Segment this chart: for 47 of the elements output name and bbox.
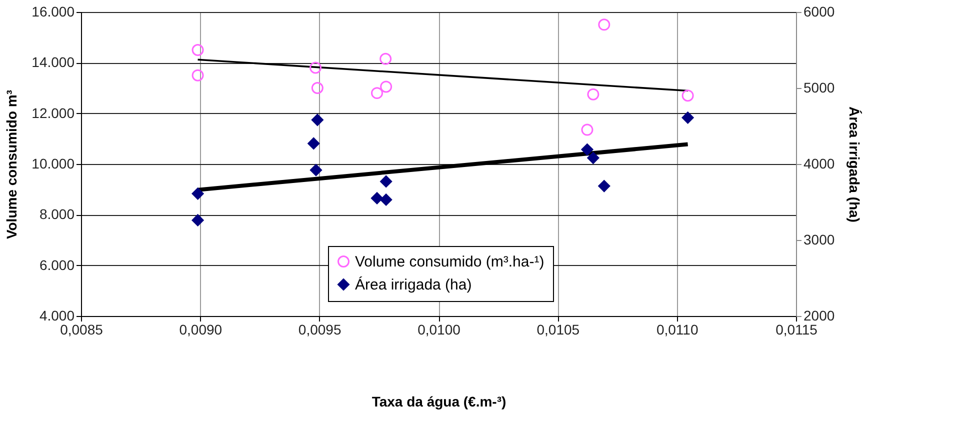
y-tick-label: 12.000 [32, 104, 75, 121]
point [311, 82, 324, 94]
point [310, 164, 322, 176]
point [581, 124, 594, 136]
point [598, 18, 610, 31]
point [192, 214, 204, 226]
point [598, 180, 610, 192]
point [311, 114, 324, 126]
x-tick-label: 0,0090 [179, 322, 222, 338]
point [682, 90, 694, 102]
point [192, 69, 204, 82]
y2-tick-label: 5000 [804, 80, 835, 96]
y-tick-label: 6.000 [39, 256, 75, 273]
point [371, 192, 384, 204]
y2-axis-title: Área irrigada (ha) [846, 106, 863, 222]
y2-tick-label: 6000 [804, 4, 835, 20]
point [587, 152, 600, 164]
x-tick-label: 0,0105 [536, 322, 580, 338]
x-tick-label: 0,0085 [60, 322, 104, 338]
legend-label: Volume consumido (m³.ha-¹) [355, 254, 544, 270]
y-axis-title: Volume consumido m³ [4, 90, 20, 240]
point [192, 44, 204, 56]
y2-tick-label: 2000 [804, 308, 835, 324]
point [371, 87, 384, 100]
y-tick-label: 16.000 [32, 4, 75, 20]
point [682, 112, 694, 124]
point [310, 62, 322, 74]
x-axis-title: Taxa da água (€.m-³) [372, 394, 506, 410]
point [192, 188, 204, 200]
y-tick-label: 4.000 [39, 308, 75, 324]
point [581, 144, 594, 156]
x-tick-label: 0,0100 [418, 322, 461, 338]
point [380, 194, 392, 206]
x-tick-label: 0,0110 [656, 322, 698, 338]
point [587, 88, 600, 100]
y-tick-label: 14.000 [32, 54, 75, 70]
y2-tick-label: 4000 [804, 156, 835, 172]
legend-label: Área irrigada (ha) [355, 276, 472, 294]
x-tick-label: 0,0095 [298, 322, 342, 338]
point [380, 80, 392, 93]
x-tick-label: 0,0115 [776, 322, 818, 338]
point [380, 52, 392, 65]
y2-tick-label: 3000 [804, 232, 835, 248]
point [380, 175, 392, 188]
y-tick-label: 10.000 [32, 156, 75, 172]
point [308, 137, 320, 150]
y-tick-label: 8.000 [39, 206, 75, 222]
